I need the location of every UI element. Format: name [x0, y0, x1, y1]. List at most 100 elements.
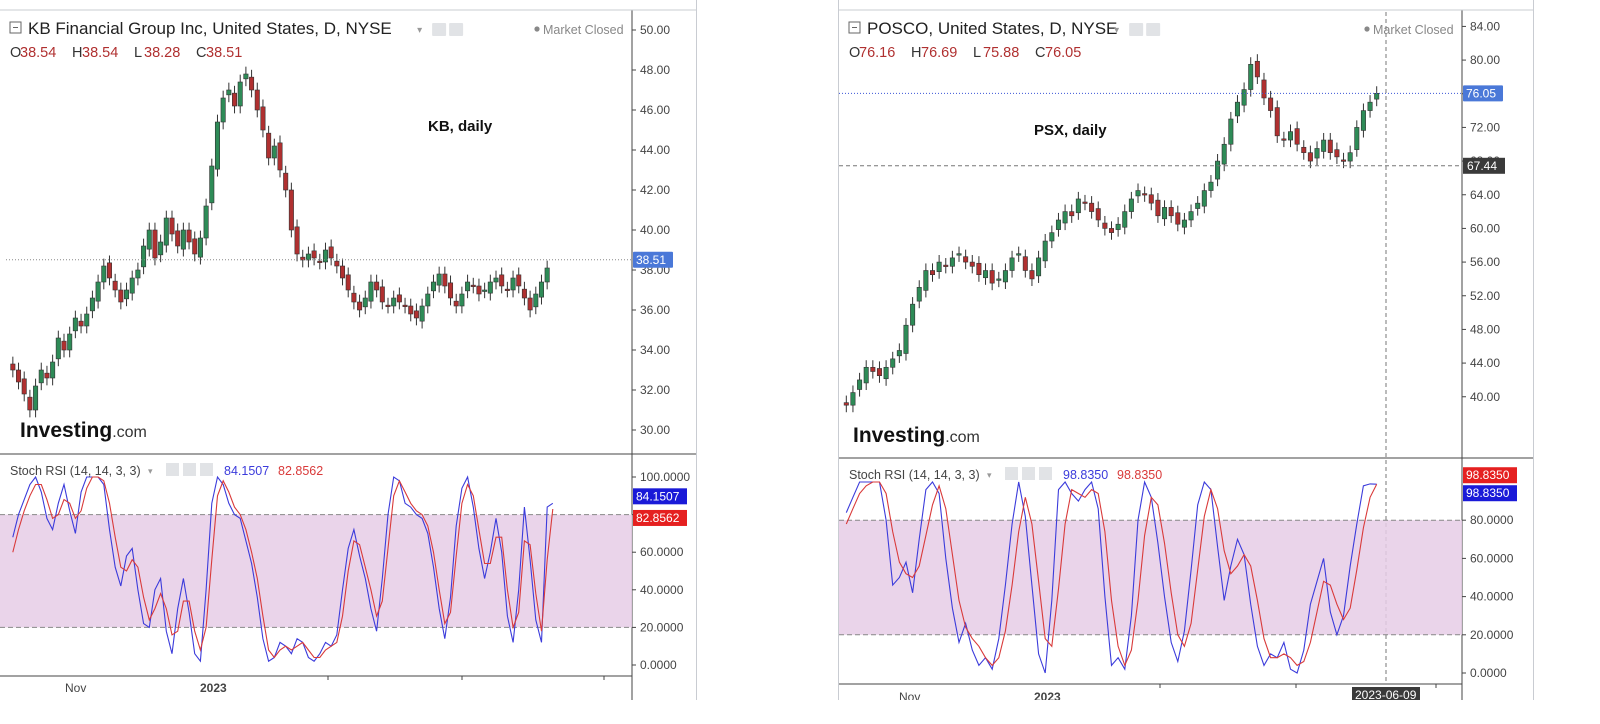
kb-chart-canvas: 50.0048.0046.0044.0042.0040.0038.0036.00… [0, 0, 696, 700]
kb-annotation-label: KB, daily [428, 118, 493, 135]
psx-stoch-d-line [845, 481, 1378, 667]
kb-candle-body [146, 229, 152, 250]
psx-candle-body [1195, 202, 1201, 209]
psx-candle-body [1228, 118, 1234, 145]
kb-stoch-d-value: 82.8562 [278, 464, 323, 478]
kb-candle-body [61, 340, 67, 351]
psx-candle-body [1347, 152, 1353, 162]
kb-time-label: Nov [65, 681, 86, 695]
psx-candle-body [1148, 194, 1154, 204]
psx-title-dropdown-icon[interactable]: ▾ [1114, 25, 1119, 36]
psx-market-status: Market Closed [1373, 23, 1454, 37]
psx-candle-body [1367, 101, 1373, 111]
psx-candle-body [1327, 139, 1333, 153]
psx-ohlc-value: 75.88 [983, 45, 1019, 61]
kb-candle-body [237, 81, 243, 107]
psx-candle-body [1082, 201, 1088, 204]
psx-candle-body [1135, 190, 1141, 197]
psx-candle-body [1055, 219, 1061, 230]
psx-stoch-gear-icon[interactable] [1022, 467, 1035, 480]
kb-candle-body [288, 189, 294, 231]
psx-candle-body [1208, 181, 1214, 191]
psx-candle-body [1360, 110, 1366, 131]
kb-candle-body [271, 145, 277, 159]
kb-candle-body [391, 297, 397, 307]
psx-stoch-tick-label: 80.0000 [1470, 513, 1514, 527]
psx-candle-body [930, 270, 936, 276]
kb-ohlc-value: 38.54 [20, 45, 56, 61]
psx-candle-body [1314, 148, 1320, 159]
psx-candle-body [1188, 211, 1194, 221]
psx-candle-body [1248, 63, 1254, 90]
psx-candle-body [1108, 228, 1114, 233]
kb-candle-body [442, 273, 448, 287]
psx-ohlc-value: 76.69 [921, 45, 957, 61]
kb-candle-body [493, 277, 499, 283]
kb-stoch-dropdown-icon[interactable]: ▾ [148, 466, 153, 476]
kb-candle-body [430, 281, 436, 292]
psx-stoch-d-tag-label: 98.8350 [1466, 468, 1510, 482]
psx-ohlc-label: C [1035, 45, 1045, 61]
kb-candle-body [141, 245, 147, 268]
kb-ohlc-label: L [134, 45, 142, 61]
psx-candle-body [1095, 208, 1101, 221]
kb-price-tick-label: 48.00 [640, 63, 670, 77]
psx-candle-body [1102, 222, 1108, 229]
psx-candle-body [1036, 257, 1042, 277]
kb-stoch-close-icon[interactable] [200, 463, 213, 476]
psx-gear-icon[interactable] [1146, 23, 1161, 36]
kb-candle-body [249, 76, 255, 91]
psx-stoch-eye-icon[interactable] [1005, 467, 1018, 480]
psx-candle-body [983, 270, 989, 279]
psx-stoch-close-icon[interactable] [1039, 467, 1052, 480]
psx-candle-body [883, 366, 889, 380]
kb-price-tick-label: 36.00 [640, 303, 670, 317]
psx-candle-body [857, 379, 863, 390]
kb-candle-body [374, 281, 380, 291]
kb-candle-body [112, 280, 118, 291]
kb-candle-body [277, 142, 283, 171]
kb-candle-body [357, 301, 363, 311]
psx-stoch-tick-label: 20.0000 [1470, 628, 1514, 642]
kb-time-label: 2023 [200, 681, 227, 695]
kb-candle-body [10, 363, 16, 371]
psx-stoch-d-value: 98.8350 [1117, 468, 1162, 482]
psx-last-price-tag-label: 76.05 [1466, 86, 1496, 100]
kb-gear-icon[interactable] [449, 23, 464, 36]
psx-last-price-tag [1463, 85, 1503, 102]
kb-candle-body [459, 293, 465, 307]
kb-candle-body [163, 217, 169, 246]
psx-candles [843, 54, 1380, 413]
kb-candle-body [67, 333, 73, 351]
kb-candle-body [95, 281, 101, 302]
kb-candle-body [254, 89, 260, 111]
kb-candle-body [487, 281, 493, 294]
psx-candle-body [923, 270, 929, 291]
psx-market-status-dot [1364, 26, 1370, 32]
psx-price-tick-label: 48.00 [1470, 322, 1500, 336]
kb-stoch-k-tag-label: 84.1507 [636, 489, 680, 503]
kb-stoch-gear-icon[interactable] [183, 463, 196, 476]
psx-candle-body [1016, 253, 1022, 256]
kb-stoch-tick-label: 20.0000 [640, 620, 684, 634]
kb-candle-body [436, 273, 442, 286]
psx-candle-body [1341, 159, 1347, 162]
kb-investing-logo: Investing.com [20, 419, 147, 442]
kb-title-dropdown-icon[interactable]: ▾ [417, 25, 422, 36]
kb-eye-icon[interactable] [432, 23, 447, 36]
kb-candle-body [413, 310, 419, 319]
psx-eye-icon[interactable] [1129, 23, 1144, 36]
psx-time-cursor-label: 2023-06-09 [1355, 688, 1417, 700]
psx-time-label: Nov [899, 690, 920, 700]
kb-price-tick-label: 32.00 [640, 383, 670, 397]
kb-candle-body [470, 284, 476, 287]
psx-candle-body [1009, 257, 1015, 271]
psx-price-tick-label: 80.00 [1470, 53, 1500, 67]
kb-candle-body [300, 256, 306, 261]
psx-stoch-dropdown-icon[interactable]: ▾ [987, 470, 992, 480]
psx-candle-body [1241, 89, 1247, 106]
psx-price-tick-label: 84.00 [1470, 19, 1500, 33]
psx-candle-body [1142, 193, 1148, 196]
kb-stoch-eye-icon[interactable] [166, 463, 179, 476]
psx-price-tick-label: 52.00 [1470, 289, 1500, 303]
